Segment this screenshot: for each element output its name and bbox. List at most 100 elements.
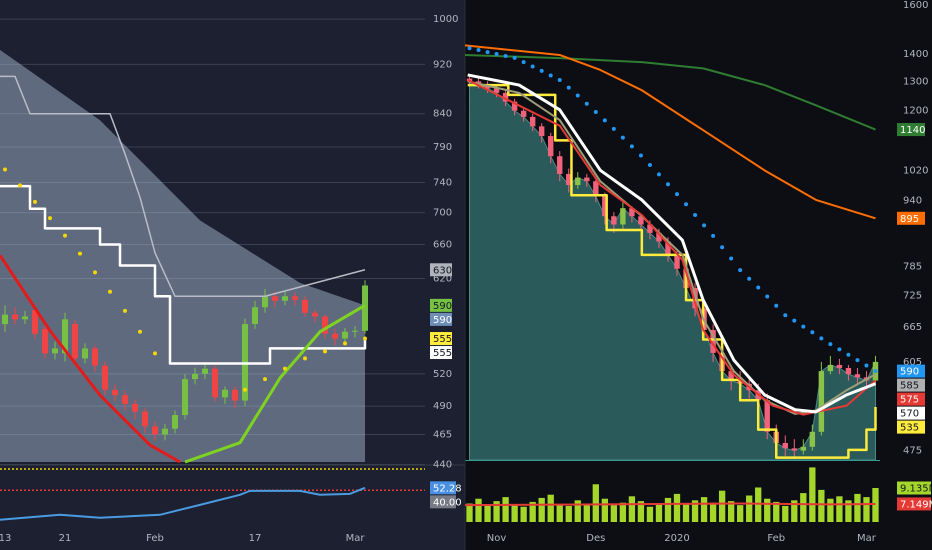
- y-tick-label: 605: [903, 357, 922, 368]
- price-tag-label: 1140: [900, 125, 925, 136]
- price-tag: [897, 481, 931, 495]
- y-tick-label: 490: [433, 401, 452, 412]
- x-tick-label: Nov: [487, 533, 507, 544]
- y-tick-label: 465: [433, 429, 452, 440]
- price-tag-label: 52.28: [433, 483, 462, 494]
- price-tag-label: 590: [433, 301, 452, 312]
- candle-body: [818, 371, 825, 432]
- price-tag: [430, 346, 452, 360]
- indicator-dot: [485, 50, 490, 55]
- indicator-dot: [720, 245, 725, 250]
- x-tick-label: 2020: [664, 533, 689, 544]
- price-tag: [430, 332, 452, 346]
- y-tick-label: 940: [903, 195, 922, 206]
- indicator-line: [0, 184, 367, 365]
- candle-body: [32, 309, 38, 334]
- indicator-dot: [283, 366, 287, 371]
- volume-bar: [827, 498, 834, 522]
- volume-bar: [502, 497, 509, 522]
- indicator-dot: [602, 118, 607, 123]
- candle-body: [647, 224, 653, 233]
- indicator-dot: [566, 85, 571, 90]
- price-tag-label: 555: [433, 334, 452, 345]
- volume-bar: [556, 505, 563, 522]
- indicator-dot: [638, 153, 643, 158]
- volume-bar: [538, 497, 545, 522]
- price-tag: [897, 497, 931, 511]
- indicator-dot: [729, 256, 734, 261]
- price-tag: [897, 420, 925, 434]
- indicator-line: [0, 75, 366, 297]
- candle-body: [112, 389, 118, 396]
- candle-body: [302, 299, 308, 313]
- candle-body: [529, 116, 536, 127]
- price-tag: [897, 406, 925, 420]
- candle-body: [202, 368, 208, 374]
- candle-body: [172, 415, 178, 429]
- candle-body: [322, 316, 328, 334]
- candle-body: [520, 110, 527, 117]
- price-tag-label: 575: [900, 395, 919, 406]
- volume-bar: [673, 493, 681, 522]
- indicator-dot: [792, 318, 797, 323]
- candle-body: [511, 101, 518, 111]
- y-tick-label: 520: [433, 369, 452, 380]
- candle-body: [152, 426, 158, 435]
- candle-body: [845, 368, 852, 375]
- candle-body: [782, 442, 788, 449]
- indicator-dot: [611, 126, 616, 131]
- volume-bar: [854, 493, 861, 522]
- price-tag-label: 535: [900, 423, 919, 434]
- indicator-dot: [63, 233, 67, 238]
- price-tag: [897, 378, 925, 392]
- y-tick-label: 665: [903, 322, 922, 333]
- price-tag-label: 590: [900, 367, 919, 378]
- indicator-line: [467, 73, 877, 414]
- candle-body: [62, 319, 68, 354]
- y-tick-label: 920: [433, 59, 452, 70]
- indicator-line: [184, 304, 366, 464]
- y-tick-label: 1200: [903, 106, 928, 117]
- volume-bar: [637, 501, 645, 522]
- candle-body: [2, 314, 8, 325]
- volume-bar: [872, 488, 879, 522]
- indicator-dot: [873, 369, 878, 374]
- candle-body: [362, 285, 368, 331]
- volume-bar: [601, 498, 608, 522]
- candle-body: [728, 371, 734, 381]
- x-tick-label: Mar: [857, 533, 877, 544]
- x-tick-label: Feb: [146, 533, 164, 544]
- volume-bar: [520, 506, 527, 522]
- indicator-dot: [846, 352, 851, 357]
- indicator-dot: [765, 294, 770, 299]
- x-tick-label: Feb: [767, 533, 785, 544]
- price-tag: [897, 123, 925, 137]
- indicator-dot: [18, 183, 22, 188]
- indicator-line: [467, 83, 877, 459]
- candle-body: [352, 330, 358, 332]
- candle-body: [620, 208, 626, 225]
- candle-body: [262, 296, 268, 308]
- indicator-line: [464, 502, 876, 507]
- indicator-dot: [837, 347, 842, 352]
- price-tag: [897, 364, 925, 378]
- volume-bar: [619, 502, 627, 522]
- volume-bar: [791, 500, 798, 522]
- volume-bar: [466, 503, 473, 522]
- y-tick-label: 440: [433, 459, 452, 470]
- candle-body: [493, 88, 500, 93]
- y-tick-label: 1000: [433, 14, 458, 25]
- indicator-dot: [756, 285, 761, 290]
- candle-body: [12, 314, 18, 320]
- candle-body: [827, 364, 834, 372]
- indicator-dot: [810, 330, 815, 335]
- indicator-dot: [521, 60, 526, 65]
- candle-body: [92, 348, 98, 366]
- indicator-dot: [711, 233, 716, 238]
- x-tick-label: 21: [59, 533, 72, 544]
- volume-bar: [709, 502, 717, 522]
- indicator-dot: [747, 276, 752, 281]
- indicator-dot: [33, 199, 37, 204]
